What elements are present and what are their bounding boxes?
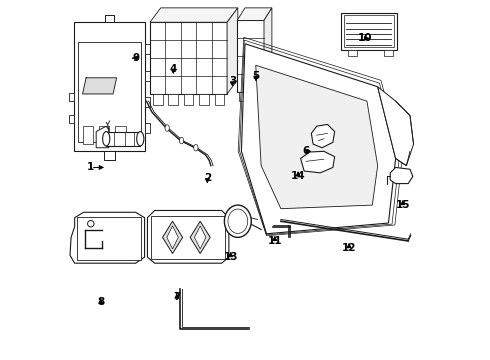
Text: 15: 15 — [395, 200, 410, 210]
Bar — [105, 15, 114, 22]
Text: 5: 5 — [252, 71, 259, 81]
Bar — [237, 21, 264, 92]
Text: 4: 4 — [170, 64, 177, 74]
Ellipse shape — [179, 137, 184, 144]
Bar — [252, 92, 262, 101]
Bar — [238, 49, 245, 62]
Polygon shape — [237, 8, 272, 21]
Bar — [239, 92, 249, 101]
Bar — [69, 93, 74, 101]
Text: 14: 14 — [291, 171, 305, 181]
Bar — [146, 97, 150, 107]
Bar — [238, 67, 245, 80]
Bar — [104, 151, 115, 160]
Ellipse shape — [228, 209, 247, 233]
Polygon shape — [264, 8, 272, 92]
Ellipse shape — [137, 132, 144, 146]
Text: 12: 12 — [342, 243, 356, 253]
Text: 7: 7 — [173, 292, 180, 302]
Text: 1: 1 — [87, 162, 95, 172]
Ellipse shape — [102, 132, 110, 146]
Bar — [115, 126, 125, 144]
Bar — [199, 94, 209, 105]
Polygon shape — [195, 226, 206, 249]
Text: 3: 3 — [229, 76, 236, 86]
Polygon shape — [163, 221, 183, 253]
Polygon shape — [378, 87, 414, 166]
Bar — [344, 15, 394, 47]
Bar — [238, 31, 245, 44]
Bar — [150, 22, 227, 94]
Polygon shape — [242, 44, 395, 234]
Bar — [348, 50, 357, 55]
Polygon shape — [82, 78, 117, 94]
Bar — [146, 123, 150, 134]
Bar — [215, 94, 224, 105]
Bar — [69, 115, 74, 123]
Polygon shape — [150, 8, 238, 22]
Text: 6: 6 — [302, 146, 310, 156]
Bar — [146, 44, 150, 54]
Polygon shape — [390, 167, 413, 184]
Bar — [151, 216, 224, 259]
Polygon shape — [311, 125, 335, 148]
Polygon shape — [147, 211, 229, 263]
Bar — [184, 94, 194, 105]
Bar — [106, 132, 140, 146]
Polygon shape — [167, 226, 178, 249]
Polygon shape — [300, 151, 335, 173]
Text: 10: 10 — [358, 33, 372, 43]
Ellipse shape — [88, 221, 94, 227]
Bar — [74, 22, 146, 151]
Ellipse shape — [224, 205, 251, 237]
Bar — [146, 71, 150, 81]
Text: 8: 8 — [97, 297, 104, 307]
Polygon shape — [70, 212, 145, 263]
Text: 2: 2 — [204, 173, 211, 183]
Text: 11: 11 — [268, 236, 282, 246]
Bar — [153, 94, 163, 105]
Bar — [98, 126, 109, 144]
Polygon shape — [227, 8, 238, 94]
Bar — [78, 42, 141, 142]
Bar — [168, 94, 178, 105]
Bar — [77, 217, 141, 260]
Text: 13: 13 — [223, 252, 238, 262]
Bar — [341, 13, 397, 50]
Text: 9: 9 — [132, 53, 139, 63]
Bar — [82, 126, 93, 144]
Polygon shape — [190, 221, 210, 253]
Polygon shape — [96, 126, 109, 148]
Ellipse shape — [194, 144, 198, 151]
Ellipse shape — [165, 125, 170, 131]
Bar — [384, 50, 393, 55]
Polygon shape — [256, 65, 378, 209]
